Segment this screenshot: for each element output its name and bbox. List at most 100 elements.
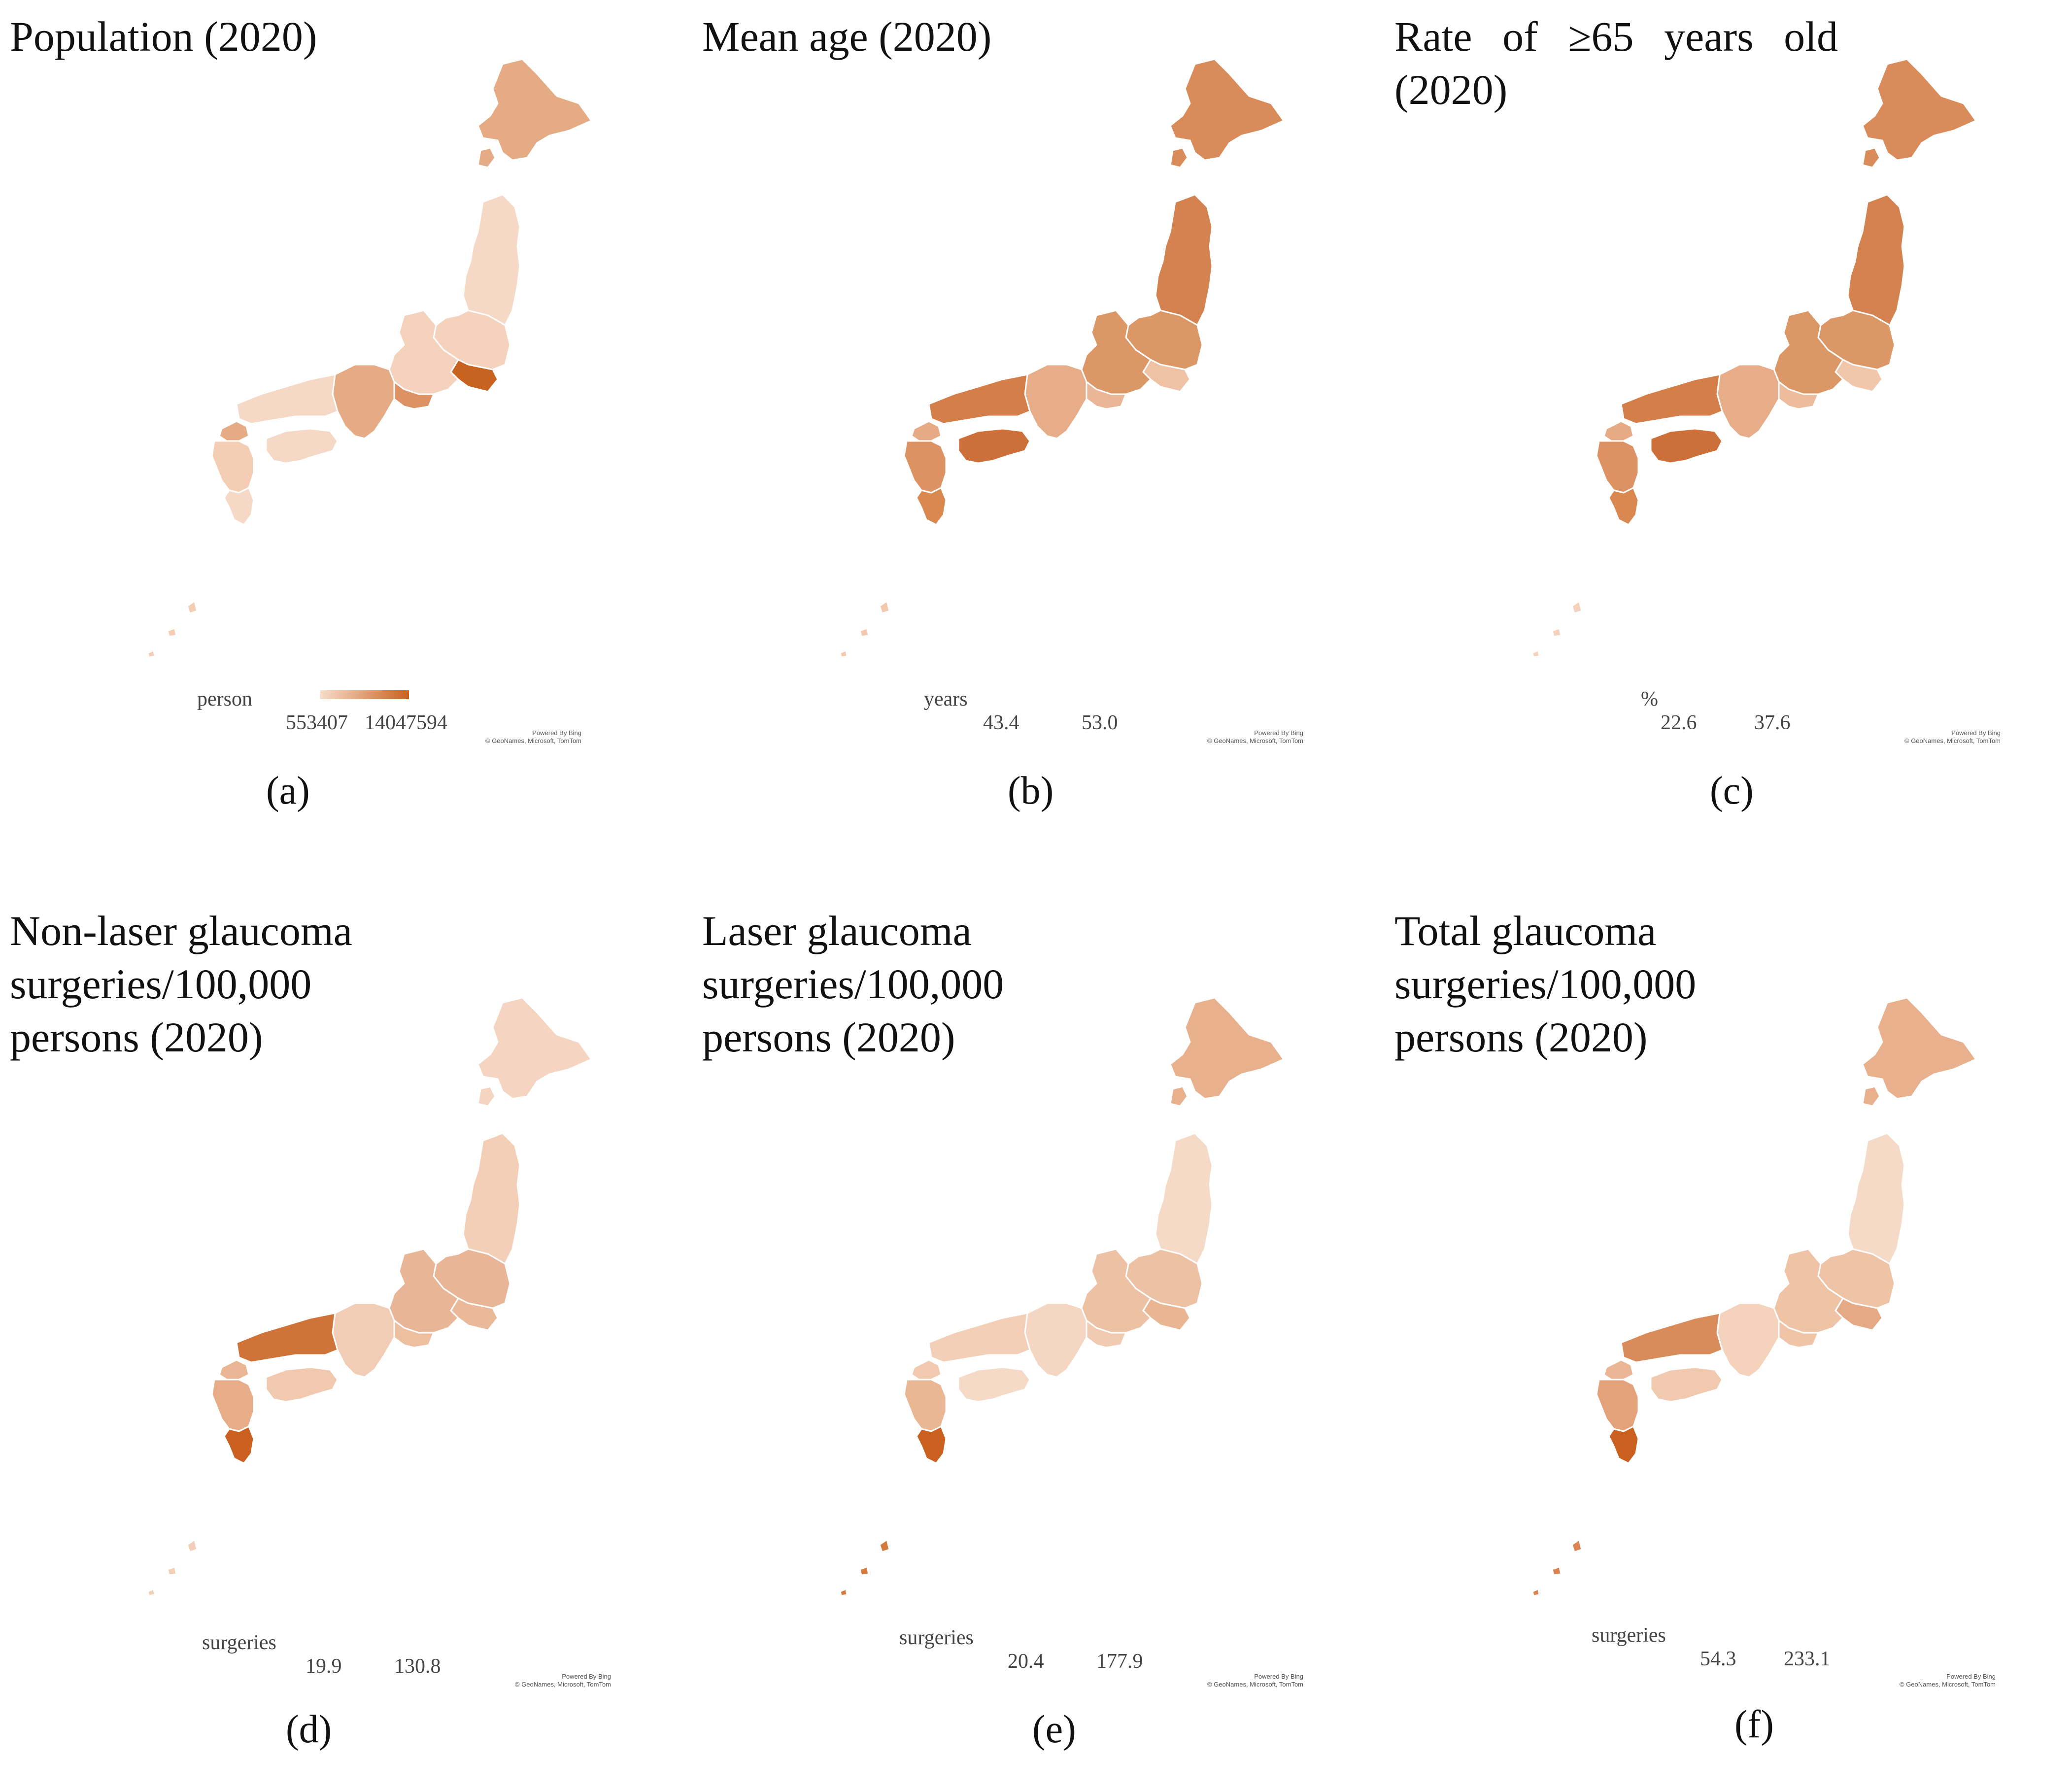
region-aichi [1778,380,1820,410]
region-chubu [1081,309,1152,395]
region-south [223,1425,255,1464]
region-aichi [393,1319,435,1349]
region-chubu [1081,1248,1152,1334]
panel-caption: (a) [266,769,310,812]
region-shikoku [265,428,339,464]
region-tohoku [462,194,521,327]
legend-unit-label: surgeries [202,1631,276,1654]
japan-choropleth-map [1531,997,1977,1597]
region-hokkaido2 [1862,147,1881,169]
region-okinawa [147,600,198,658]
region-tohoku [1847,194,1905,327]
region-hokkaido [1169,58,1285,161]
region-kyushu [1596,440,1639,494]
panel-title: Laser glaucoma surgeries/100,000 persons… [702,907,1004,1061]
region-tohoku [1155,194,1213,327]
region-kyushu [903,1379,947,1432]
region-south [1608,486,1639,526]
panel-title: Rate of ≥65 years old (2020) [1394,13,1838,113]
region-hokkaido2 [1862,1085,1881,1107]
region-fukuoka [1603,420,1634,442]
map-attribution: Powered By Bing © GeoNames, Microsoft, To… [1205,1673,1303,1689]
region-chubu [1773,1248,1844,1334]
legend-max-value: 233.1 [1784,1648,1831,1670]
region-kansai [332,1302,395,1378]
panel-title: Non-laser glaucoma surgeries/100,000 per… [10,907,352,1061]
region-kansai [1716,1302,1780,1378]
region-hokkaido2 [477,1085,496,1107]
legend-max-value: 177.9 [1096,1650,1143,1673]
region-south [916,486,947,526]
attribution-sources: © GeoNames, Microsoft, TomTom [1904,737,2001,744]
panel-caption: (b) [1008,769,1054,812]
legend-color-ramp [320,690,409,699]
region-okinawa [839,600,890,658]
panel-caption: (c) [1710,769,1754,812]
legend-max-value: 14047594 [365,711,447,734]
attribution-powered-by: Powered By Bing [1946,1673,1996,1680]
map-panel-e: Laser glaucoma surgeries/100,000 persons… [692,894,1382,1781]
region-aichi [1086,380,1127,410]
region-hokkaido2 [1169,1085,1189,1107]
panel-caption: (d) [286,1708,332,1751]
region-hokkaido2 [1169,147,1189,169]
panel-caption: (e) [1032,1708,1076,1751]
region-hokkaido [477,997,593,1100]
attribution-powered-by: Powered By Bing [562,1673,611,1680]
attribution-sources: © GeoNames, Microsoft, TomTom [1207,1681,1303,1688]
attribution-powered-by: Powered By Bing [1254,1673,1303,1680]
panel-title: Total glaucoma surgeries/100,000 persons… [1394,907,1697,1061]
region-kyushu [1596,1379,1639,1432]
map-panel-b: Mean age (2020) years 43.4 53.0 Powered By B… [692,0,1382,887]
legend-min-value: 22.6 [1661,711,1697,734]
japan-choropleth-map [839,997,1285,1597]
legend-min-value: 19.9 [306,1655,342,1678]
map-attribution: Powered By Bing © GeoNames, Microsoft, To… [1897,1673,1996,1689]
attribution-sources: © GeoNames, Microsoft, TomTom [1207,737,1303,744]
region-fukuoka [218,420,250,442]
region-kyushu [211,1379,255,1432]
panel-caption: (f) [1734,1703,1774,1746]
japan-choropleth-map [839,58,1285,658]
attribution-powered-by: Powered By Bing [532,729,581,737]
region-south [223,486,255,526]
region-chugoku [1620,1312,1723,1363]
region-fukuoka [218,1359,250,1381]
attribution-powered-by: Powered By Bing [1254,729,1303,737]
region-kansai [332,364,395,439]
region-shikoku [957,1366,1031,1403]
region-south [916,1425,947,1464]
region-fukuoka [911,420,942,442]
region-chubu [388,309,460,395]
region-chugoku [236,1312,339,1363]
map-panel-f: Total glaucoma surgeries/100,000 persons… [1385,894,2072,1781]
region-aichi [1086,1319,1127,1349]
map-attribution: Powered By Bing © GeoNames, Microsoft, To… [512,1673,611,1689]
legend-max-value: 130.8 [394,1655,441,1678]
region-shikoku [265,1366,339,1403]
region-hokkaido2 [477,147,496,169]
region-shikoku [1650,1366,1723,1403]
region-chugoku [1620,373,1723,425]
region-chugoku [928,1312,1031,1363]
japan-choropleth-map [1531,58,1977,658]
region-aichi [393,380,435,410]
japan-choropleth-map [147,997,593,1597]
legend-max-value: 37.6 [1754,711,1791,734]
region-kansai [1716,364,1780,439]
map-attribution: Powered By Bing © GeoNames, Microsoft, To… [483,729,581,745]
region-chubu [1773,309,1844,395]
region-fukuoka [1603,1359,1634,1381]
region-hokkaido [1169,997,1285,1100]
region-okinawa [147,1538,198,1597]
region-hokkaido [477,58,593,161]
legend-min-value: 43.4 [983,711,1019,734]
map-panel-d: Non-laser glaucoma surgeries/100,000 per… [0,894,690,1781]
map-attribution: Powered By Bing © GeoNames, Microsoft, To… [1902,729,2001,745]
region-shikoku [957,428,1031,464]
region-kyushu [211,440,255,494]
japan-choropleth-map [147,58,593,658]
region-shikoku [1650,428,1723,464]
panel-title: Mean age (2020) [702,13,992,60]
map-attribution: Powered By Bing © GeoNames, Microsoft, To… [1205,729,1303,745]
